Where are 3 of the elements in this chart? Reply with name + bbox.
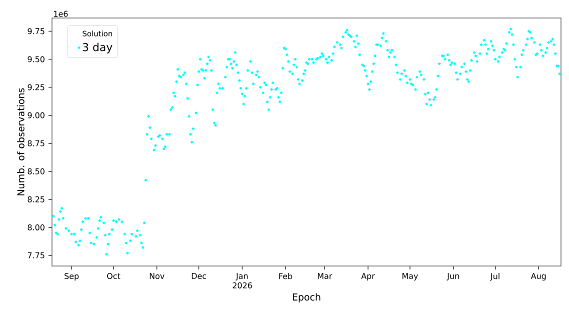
x-axis-title: Epoch: [292, 293, 320, 302]
y-axis-title: Numb. of observations: [17, 88, 24, 196]
legend-label: 3 day: [82, 42, 112, 54]
